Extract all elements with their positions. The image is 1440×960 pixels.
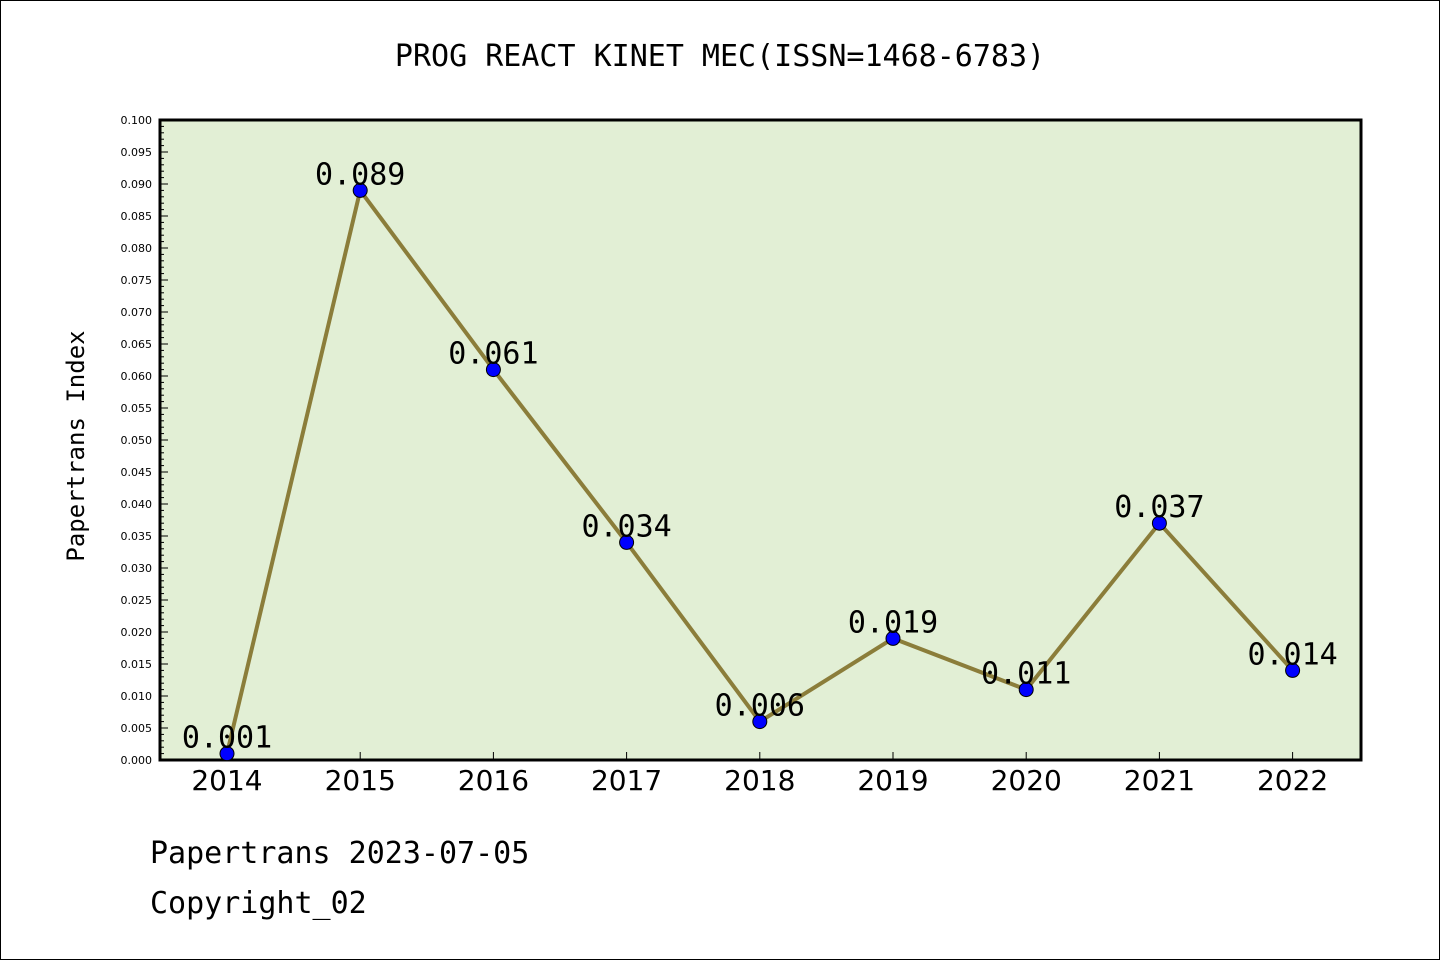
y-tick-label: 0.060 bbox=[121, 370, 153, 383]
y-tick-label: 0.085 bbox=[121, 210, 153, 223]
x-tick-label: 2016 bbox=[458, 764, 529, 797]
data-point bbox=[485, 362, 501, 378]
y-tick-label: 0.015 bbox=[121, 658, 153, 671]
data-label: 0.019 bbox=[848, 605, 938, 640]
x-tick-label: 2021 bbox=[1124, 764, 1195, 797]
x-tick-label: 2015 bbox=[325, 764, 396, 797]
data-label: 0.089 bbox=[315, 157, 405, 192]
data-label: 0.006 bbox=[715, 689, 805, 724]
y-axis-label: Papertrans Index bbox=[62, 330, 90, 561]
y-tick-label: 0.045 bbox=[121, 466, 153, 479]
y-tick-label: 0.030 bbox=[121, 562, 153, 575]
y-tick-label: 0.075 bbox=[121, 274, 153, 287]
data-point bbox=[352, 182, 368, 198]
x-tick-label: 2020 bbox=[991, 764, 1062, 797]
y-tick-label: 0.025 bbox=[121, 594, 153, 607]
plot-area bbox=[158, 118, 1363, 762]
y-tick-label: 0.080 bbox=[121, 242, 153, 255]
data-label: 0.011 bbox=[981, 657, 1071, 692]
data-point bbox=[1285, 662, 1301, 678]
y-tick-label: 0.095 bbox=[121, 146, 153, 159]
data-markers bbox=[219, 182, 1301, 762]
chart-title: PROG REACT KINET MEC(ISSN=1468-6783) bbox=[395, 39, 1045, 74]
y-tick-label: 0.050 bbox=[121, 434, 153, 447]
y-tick-label: 0.090 bbox=[121, 178, 153, 191]
y-axis-ticks: 0.000 0.005 0.010 0.015 0.020 0.025 0.030 0.035… bbox=[121, 114, 168, 767]
data-label: 0.034 bbox=[581, 509, 671, 544]
x-tick-label: 2018 bbox=[724, 764, 795, 797]
data-label: 0.001 bbox=[182, 721, 272, 756]
x-tick-label: 2014 bbox=[191, 764, 262, 797]
data-point bbox=[219, 746, 235, 762]
data-label: 0.061 bbox=[448, 337, 538, 372]
x-axis-ticks: 2014 2015 2016 2017 2018 2019 2020 2021 2022 bbox=[191, 752, 1328, 797]
y-tick-label: 0.020 bbox=[121, 626, 153, 639]
y-tick-label: 0.100 bbox=[121, 114, 153, 127]
y-tick-label: 0.000 bbox=[121, 754, 153, 767]
y-tick-label: 0.035 bbox=[121, 530, 153, 543]
data-point bbox=[1151, 515, 1167, 531]
data-label: 0.037 bbox=[1114, 490, 1204, 525]
data-point bbox=[619, 534, 635, 550]
data-point bbox=[1018, 682, 1034, 698]
data-point bbox=[885, 630, 901, 646]
data-labels: 0.001 0.089 0.061 0.034 0.006 0.019 0.011 0.037… bbox=[182, 157, 1338, 755]
data-point bbox=[752, 714, 768, 730]
data-label: 0.014 bbox=[1247, 637, 1337, 672]
y-tick-label: 0.040 bbox=[121, 498, 153, 511]
y-tick-label: 0.065 bbox=[121, 338, 153, 351]
y-tick-label: 0.070 bbox=[121, 306, 153, 319]
x-tick-label: 2022 bbox=[1257, 764, 1328, 797]
y-tick-label: 0.010 bbox=[121, 690, 153, 703]
y-tick-label: 0.055 bbox=[121, 402, 153, 415]
x-tick-label: 2017 bbox=[591, 764, 662, 797]
y-tick-label: 0.005 bbox=[121, 722, 153, 735]
footer-copyright: Copyright_02 bbox=[150, 886, 367, 921]
footer-date: Papertrans 2023-07-05 bbox=[150, 836, 530, 871]
x-tick-label: 2019 bbox=[857, 764, 928, 797]
